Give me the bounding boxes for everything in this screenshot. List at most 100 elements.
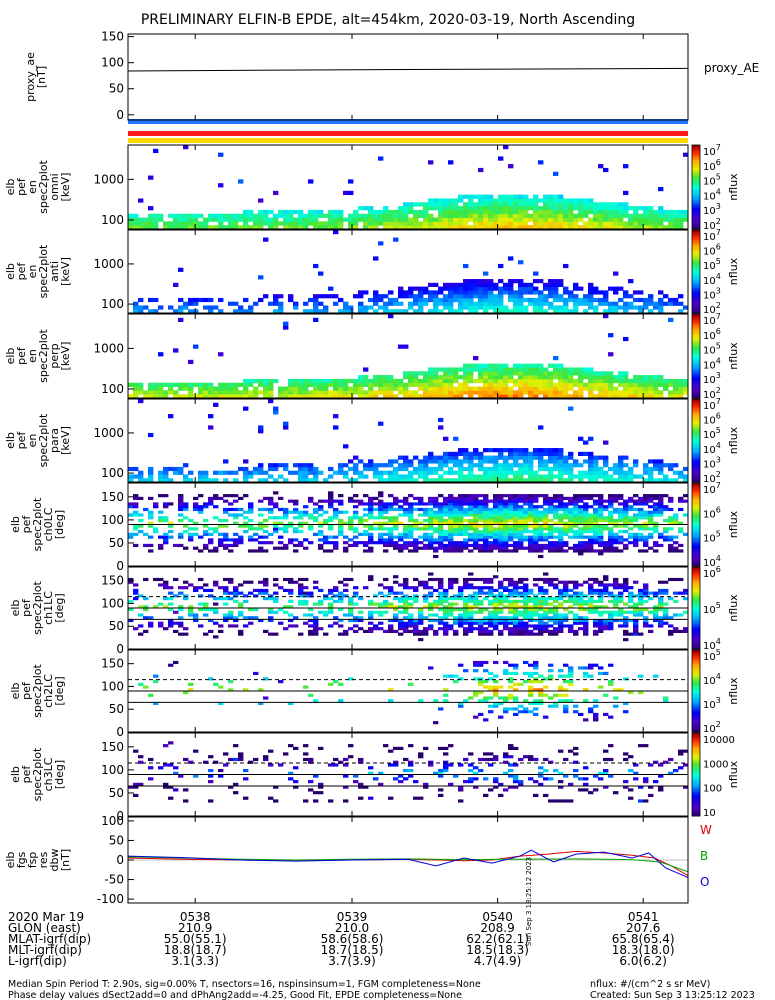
heatmap-cell xyxy=(303,390,309,395)
heatmap-cell xyxy=(458,588,464,592)
colorbar-segment xyxy=(692,545,700,548)
heatmap-cell xyxy=(138,530,144,534)
heatmap-cell xyxy=(683,305,689,310)
heatmap-cell xyxy=(428,386,434,391)
heatmap-cell xyxy=(263,378,269,384)
heatmap-cell xyxy=(383,382,389,387)
heatmap-cell xyxy=(623,546,629,550)
heatmap-cell xyxy=(263,209,269,215)
heatmap-cell xyxy=(628,586,634,590)
heatmap-cell xyxy=(603,390,609,395)
heatmap-cell xyxy=(493,305,499,310)
heatmap-cell xyxy=(183,213,189,218)
heatmap-cell xyxy=(438,602,444,606)
heatmap-cell xyxy=(523,546,529,550)
heatmap-cell xyxy=(568,599,574,603)
colorbar-segment xyxy=(692,483,700,486)
heatmap-cell xyxy=(283,530,289,534)
heatmap-cell xyxy=(338,518,344,523)
heatmap-cell xyxy=(553,599,559,603)
heatmap-cell xyxy=(433,390,439,395)
heatmap-cell xyxy=(373,507,379,512)
heatmap-cell xyxy=(458,297,464,303)
colorbar-tick-label: 105 xyxy=(703,530,721,545)
heatmap-cell xyxy=(518,624,524,628)
heatmap-cell xyxy=(603,621,609,625)
heatmap-cell xyxy=(518,394,524,399)
heatmap-cell xyxy=(538,209,544,215)
heatmap-cell xyxy=(423,597,429,601)
colorbar-segment xyxy=(692,389,700,393)
heatmap-cell xyxy=(368,209,374,215)
heatmap-cell xyxy=(418,209,424,215)
heatmap-cell xyxy=(383,586,389,590)
heatmap-cell xyxy=(418,459,424,464)
heatmap-cell xyxy=(518,260,524,265)
heatmap-cell xyxy=(528,513,534,517)
heatmap-cell xyxy=(363,305,369,310)
heatmap-cell xyxy=(648,510,654,514)
colorbar-segment xyxy=(692,385,700,388)
heatmap-cell xyxy=(468,474,474,479)
heatmap-cell xyxy=(653,375,659,380)
heatmap-cell xyxy=(548,535,554,539)
heatmap-cell xyxy=(413,618,419,623)
heatmap-cell xyxy=(288,225,294,230)
heatmap-cell xyxy=(533,386,539,391)
heatmap-cell xyxy=(483,282,489,287)
heatmap-cell xyxy=(563,466,569,472)
heatmap-cell xyxy=(468,386,474,391)
heatmap-cell xyxy=(563,510,569,514)
heatmap-cell xyxy=(498,610,504,614)
heatmap-cell xyxy=(538,535,544,539)
heatmap-cell xyxy=(448,597,454,601)
heatmap-cell xyxy=(273,577,279,582)
heatmap-cell xyxy=(573,580,579,584)
heatmap-cell xyxy=(513,602,519,606)
heatmap-cell xyxy=(333,213,339,218)
heatmap-cell xyxy=(623,513,629,517)
heatmap-cell xyxy=(458,621,464,625)
heatmap-cell xyxy=(188,613,194,617)
heatmap-cell xyxy=(433,367,439,372)
heatmap-cell xyxy=(128,478,134,483)
heatmap-cell xyxy=(308,624,314,628)
heatmap-cell xyxy=(673,297,679,303)
heatmap-cell xyxy=(383,543,389,548)
heatmap-cell xyxy=(563,221,569,226)
heatmap-cell xyxy=(643,297,649,303)
heatmap-cell xyxy=(593,624,599,628)
heatmap-cell xyxy=(393,516,399,520)
heatmap-cell xyxy=(538,618,544,623)
heatmap-cell xyxy=(283,588,289,592)
colorbar-segment xyxy=(692,330,700,334)
heatmap-cell xyxy=(263,221,269,226)
heatmap-cell xyxy=(138,221,144,226)
heatmap-cell xyxy=(573,459,579,464)
heatmap-cell xyxy=(373,375,379,380)
heatmap-cell xyxy=(208,305,214,310)
heatmap-cell xyxy=(468,535,474,539)
heatmap-cell xyxy=(608,624,614,628)
heatmap-cell xyxy=(583,225,589,230)
heatmap-cell xyxy=(218,225,224,230)
heatmap-cell xyxy=(318,499,324,503)
heatmap-cell xyxy=(468,206,474,211)
heatmap-cell xyxy=(308,524,314,528)
heatmap-cell xyxy=(358,502,364,506)
heatmap-cell xyxy=(218,597,224,601)
heatmap-cell xyxy=(218,309,224,314)
heatmap-cell xyxy=(448,627,454,631)
heatmap-cell xyxy=(258,378,264,384)
heatmap-cell xyxy=(588,297,594,303)
colorbar-segment xyxy=(692,157,700,161)
heatmap-cell xyxy=(178,591,184,595)
heatmap-cell xyxy=(383,527,389,531)
colorbar-segment xyxy=(692,530,700,534)
heatmap-cell xyxy=(343,474,349,479)
heatmap-cell xyxy=(478,209,484,215)
heatmap-cell xyxy=(448,577,454,582)
heatmap-cell xyxy=(333,294,339,299)
y-tick-label: 100 xyxy=(101,382,124,396)
